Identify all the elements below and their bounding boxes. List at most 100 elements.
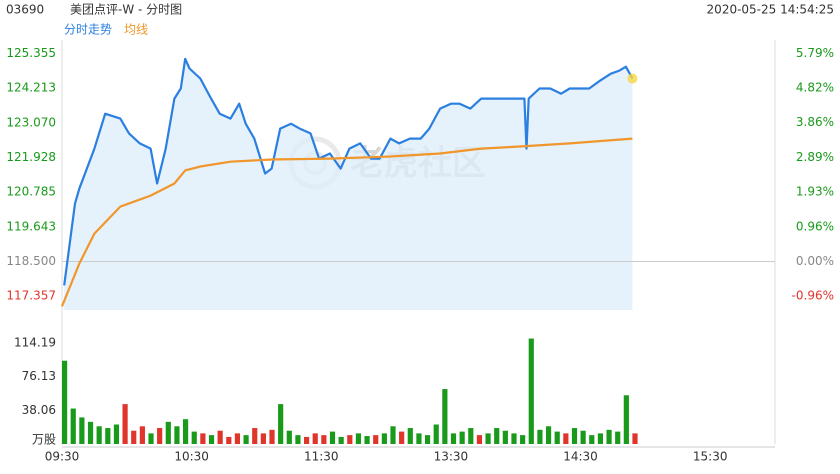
timestamp: 2020-05-25 14:54:25 bbox=[707, 3, 834, 17]
volume-bar bbox=[329, 431, 336, 444]
x-tick-label: 13:30 bbox=[434, 450, 469, 464]
area-group bbox=[64, 58, 633, 310]
volume-bar bbox=[554, 431, 560, 444]
volume-bar bbox=[295, 435, 301, 444]
volume-bar bbox=[105, 428, 111, 444]
volume-bar bbox=[269, 429, 275, 444]
volume-bar bbox=[545, 426, 552, 444]
volume-bar bbox=[87, 421, 94, 444]
volume-tick-label: 114.19 bbox=[14, 335, 56, 349]
volume-bar bbox=[278, 404, 284, 444]
volume-bar bbox=[122, 404, 128, 444]
line-series bbox=[60, 137, 633, 307]
current-point bbox=[627, 73, 638, 84]
volume-bar bbox=[131, 430, 137, 444]
volume-tick-label: 76.13 bbox=[22, 369, 56, 383]
y-tick-label: 123.070 bbox=[6, 115, 56, 129]
volume-bar bbox=[208, 435, 215, 444]
x-tick-label: 10:30 bbox=[174, 450, 209, 464]
volume-bar bbox=[347, 435, 353, 444]
volume-bar bbox=[597, 433, 604, 444]
volume-bar bbox=[139, 426, 145, 444]
chart-title: 美团点评-W - 分时图 bbox=[70, 3, 182, 17]
volume-bar bbox=[174, 426, 180, 444]
volume-bar bbox=[615, 431, 621, 444]
volume-bar bbox=[243, 435, 249, 444]
volume-bar bbox=[321, 435, 327, 444]
volume-bar bbox=[606, 429, 612, 444]
y2-tick-label: 1.93% bbox=[796, 185, 834, 199]
volume-tick-label: 万股 bbox=[32, 433, 56, 447]
volume-bar bbox=[433, 424, 439, 444]
volume-bar bbox=[96, 426, 102, 444]
volume-bar bbox=[502, 430, 508, 444]
y-tick-label: 117.357 bbox=[6, 289, 56, 303]
volume-bar bbox=[537, 429, 543, 444]
volume-bar bbox=[217, 430, 223, 444]
volume-bar bbox=[494, 428, 500, 444]
price-area bbox=[64, 58, 633, 310]
volume-bar bbox=[70, 408, 76, 444]
volume-tick-label: 38.06 bbox=[22, 403, 56, 417]
volume-bar bbox=[589, 435, 595, 444]
volume-bar bbox=[338, 436, 344, 444]
volume-bar bbox=[399, 431, 405, 444]
y-tick-label: 118.500 bbox=[6, 254, 56, 268]
y-tick-label: 120.785 bbox=[6, 185, 56, 199]
volume-bar bbox=[528, 338, 534, 444]
volume-bar bbox=[623, 395, 629, 444]
y2-tick-label: 3.86% bbox=[796, 115, 834, 129]
legend-entry[interactable]: 分时走势 bbox=[64, 23, 112, 37]
volume-bar bbox=[113, 424, 120, 444]
y2-tick-label: 2.89% bbox=[796, 150, 834, 164]
volume-bar bbox=[191, 431, 197, 444]
volume-bar bbox=[571, 428, 578, 444]
volume-bar bbox=[468, 428, 474, 444]
x-tick-label: 09:30 bbox=[45, 450, 80, 464]
volume-bar bbox=[355, 433, 362, 444]
volume-bar bbox=[157, 428, 163, 444]
volume-bar bbox=[416, 433, 422, 444]
y-tick-label: 121.928 bbox=[6, 150, 56, 164]
volume-bar bbox=[79, 417, 85, 444]
stock-code: 03690 bbox=[6, 3, 44, 17]
line-series bbox=[63, 57, 634, 286]
volume-bar bbox=[407, 428, 413, 444]
x-tick-label: 11:30 bbox=[304, 450, 339, 464]
volume-bar bbox=[485, 433, 491, 444]
volume-bar bbox=[390, 426, 396, 444]
y-tick-label: 124.213 bbox=[6, 81, 56, 95]
x-tick-label: 15:30 bbox=[693, 450, 728, 464]
volume-bar bbox=[286, 430, 292, 444]
volume-bar bbox=[476, 435, 483, 444]
volume-bar bbox=[260, 433, 266, 444]
y-tick-label: 119.643 bbox=[6, 219, 56, 233]
volume-bar bbox=[373, 435, 379, 444]
volume-bar bbox=[520, 435, 526, 444]
volume-bar bbox=[381, 433, 387, 444]
volume-bar bbox=[148, 433, 154, 444]
volume-bar bbox=[62, 360, 68, 444]
volume-bar bbox=[632, 433, 638, 444]
y2-tick-label: 5.79% bbox=[796, 46, 834, 60]
volume-bar bbox=[234, 433, 241, 444]
volume-bar bbox=[303, 436, 310, 444]
y2-tick-label: 0.96% bbox=[796, 219, 834, 233]
legend-entry[interactable]: 均线 bbox=[124, 23, 148, 37]
volume-bar bbox=[165, 421, 171, 444]
volume-bar bbox=[563, 433, 569, 444]
y-tick-label: 125.355 bbox=[6, 46, 56, 60]
y2-tick-label: 0.00% bbox=[796, 254, 834, 268]
volume-bar bbox=[226, 436, 232, 444]
volume-bar bbox=[364, 436, 370, 444]
volume-bar bbox=[450, 433, 457, 444]
volume-bar bbox=[182, 419, 189, 444]
volume-bar bbox=[442, 389, 448, 444]
volume-bar bbox=[252, 428, 258, 444]
volume-bar bbox=[580, 430, 586, 444]
y2-tick-label: 4.82% bbox=[796, 81, 834, 95]
volume-bar bbox=[200, 433, 206, 444]
volume-bar bbox=[312, 433, 318, 444]
y2-tick-label: -0.96% bbox=[792, 288, 834, 302]
volume-bar bbox=[424, 435, 431, 444]
